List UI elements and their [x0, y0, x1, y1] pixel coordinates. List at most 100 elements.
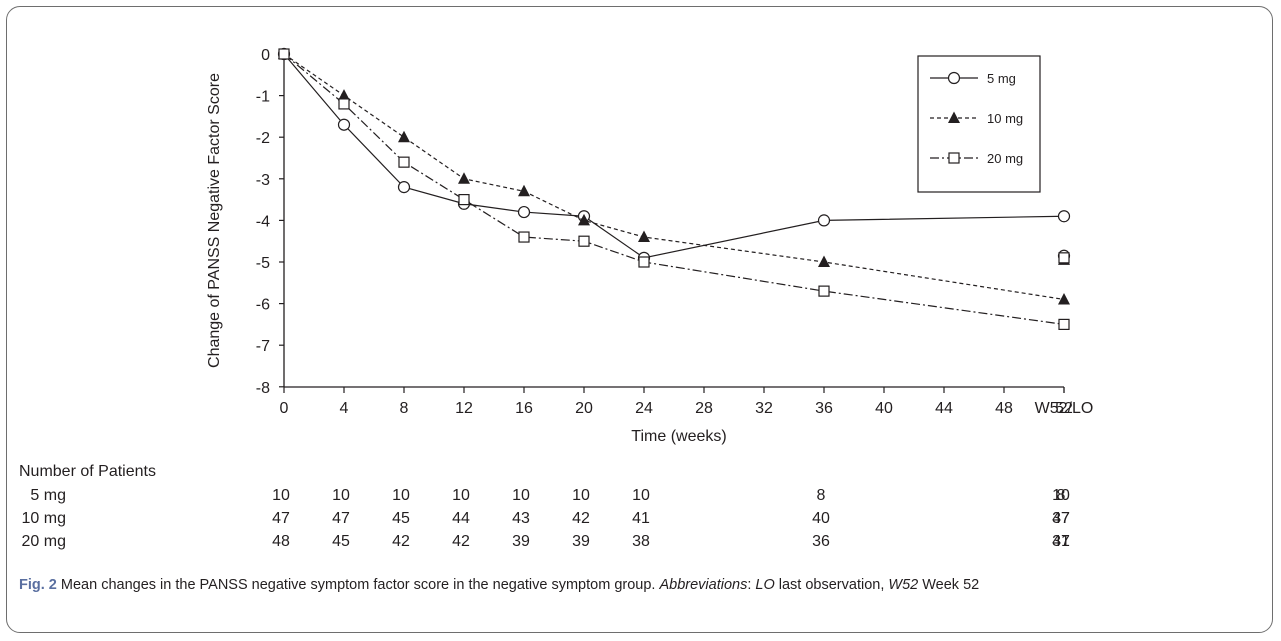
point-5mg	[397, 181, 411, 194]
patients-count: 10	[632, 487, 650, 504]
point-10mg	[338, 89, 350, 101]
point-10mg	[518, 184, 530, 197]
patients-row-label: 20 mg	[22, 533, 66, 550]
patients-count: 42	[392, 533, 410, 550]
point-10mg	[578, 213, 590, 226]
y-tick-label: -3	[256, 172, 270, 189]
series-layer	[277, 47, 1071, 330]
y-tick-label: 0	[261, 47, 270, 64]
legend-marker	[948, 111, 960, 123]
point-20mg	[338, 98, 350, 110]
legend-label: 5 mg	[987, 71, 1016, 86]
caption-label: Fig. 2	[19, 577, 57, 593]
patients-count: 10	[392, 487, 410, 504]
legend-marker	[948, 152, 960, 164]
patients-count: 41	[632, 510, 650, 527]
patients-count: 8	[817, 487, 826, 504]
x-tick-label: W52/LO	[1035, 400, 1094, 417]
patients-count: 45	[332, 533, 350, 550]
series-line-20mg	[283, 53, 1065, 325]
patients-count: 47	[272, 510, 290, 527]
point-20mg	[1058, 318, 1070, 330]
point-5mg	[337, 118, 351, 131]
caption-text: Mean changes in the PANSS negative sympt…	[56, 577, 660, 593]
patients-count: 37	[1052, 510, 1070, 527]
patients-row-label: 5 mg	[30, 487, 66, 504]
legend-box	[917, 55, 1041, 193]
patients-count: 45	[392, 510, 410, 527]
point-10mg	[458, 172, 470, 184]
x-tick-label: 12	[455, 400, 473, 417]
y-tick-label: -2	[256, 130, 270, 147]
caption-abbr2-key: W52	[888, 577, 919, 593]
x-tick-label: 8	[400, 400, 409, 417]
patients-count: 31	[1052, 533, 1070, 550]
point-10mg	[1058, 292, 1070, 305]
y-axis-label: Change of PANSS Negative Factor Score	[206, 73, 223, 368]
patients-count: 42	[572, 510, 590, 527]
x-tick-label: 36	[815, 400, 833, 417]
patients-count: 48	[272, 533, 290, 550]
point-10mg	[818, 255, 830, 267]
point-20mg	[638, 256, 650, 268]
caption-abbr2-text: Week 52	[918, 577, 980, 593]
point-20mg	[458, 194, 470, 206]
patients-row-label: 10 mg	[22, 510, 66, 527]
patients-count: 10	[1052, 487, 1070, 504]
caption-abbr1-key: LO	[755, 577, 775, 593]
patients-count: 47	[332, 510, 350, 527]
axes: 0-1-2-3-4-5-6-7-80 4 8 12 16 20 24 28 32 36 40 44 48…	[206, 47, 1093, 445]
x-tick-label: 4	[340, 400, 349, 417]
patients-count: 42	[452, 533, 470, 550]
legend-label: 10 mg	[987, 111, 1023, 126]
patients-count: 39	[512, 533, 530, 550]
patients-count: 38	[632, 533, 650, 550]
caption-abbr-label: Abbreviations	[659, 577, 748, 593]
point-5mg	[1057, 210, 1071, 223]
caption-abbr1-text: last observation,	[774, 577, 889, 593]
point-20mg	[578, 235, 590, 247]
patients-count: 47	[1052, 533, 1070, 550]
y-tick-label: -4	[256, 213, 270, 230]
legend-label: 20 mg	[987, 151, 1023, 166]
patients-count: 10	[452, 487, 470, 504]
patients-count: 10	[572, 487, 590, 504]
point-20mg	[818, 285, 830, 297]
figure-frame	[6, 6, 1273, 633]
x-axis-label: Time (weeks)	[631, 428, 726, 445]
patients-count: 10	[512, 487, 530, 504]
patients-count: 39	[572, 533, 590, 550]
y-tick-label: -6	[256, 297, 270, 314]
legend: 5 mg 10 mg 20 mg	[917, 55, 1041, 193]
x-tick-label: 0	[280, 400, 289, 417]
patients-count: 10	[272, 487, 290, 504]
y-tick-label: -1	[256, 89, 270, 106]
patients-count: 40	[812, 510, 830, 527]
x-tick-label: 48	[995, 400, 1013, 417]
point-20mg	[518, 231, 530, 243]
x-tick-label: 16	[515, 400, 533, 417]
point-20mg	[398, 156, 410, 168]
chart: 0-1-2-3-4-5-6-7-80 4 8 12 16 20 24 28 32 36 40 44 48…	[19, 47, 1093, 550]
caption-abbr-sep: :	[747, 577, 756, 593]
x-tick-label: 32	[755, 400, 773, 417]
x-tick-label: 20	[575, 400, 593, 417]
point-5mg	[517, 205, 531, 219]
y-tick-label: -7	[256, 338, 270, 355]
patients-count: 10	[332, 487, 350, 504]
x-tick-label: 40	[875, 400, 893, 417]
legend-marker	[947, 71, 961, 85]
patients-count: 8	[1057, 487, 1066, 504]
y-tick-label: -5	[256, 255, 270, 272]
x-tick-label: 28	[695, 400, 713, 417]
patients-title: Number of Patients	[19, 463, 156, 480]
x-tick-label: 52	[1055, 400, 1073, 417]
patients-count: 43	[512, 510, 530, 527]
point-5mg	[817, 214, 831, 227]
patients-count: 36	[812, 533, 830, 550]
point-w52lo-20mg	[1058, 252, 1070, 264]
x-tick-label: 24	[635, 400, 653, 417]
point-20mg	[278, 48, 290, 60]
x-tick-label: 44	[935, 400, 953, 417]
